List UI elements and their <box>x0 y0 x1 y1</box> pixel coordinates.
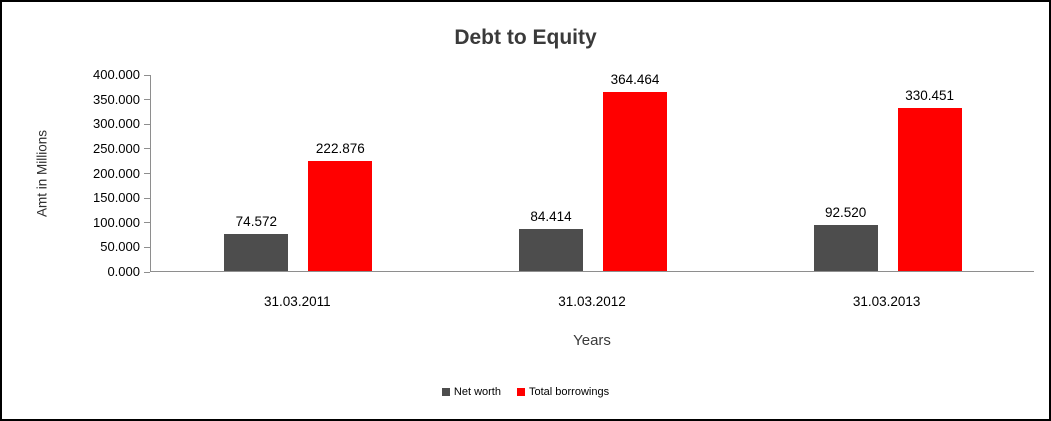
legend-item: Net worth <box>441 386 501 398</box>
bar-net-worth <box>813 225 878 271</box>
legend-label: Net worth <box>453 386 501 398</box>
bar-net-worth <box>519 229 583 271</box>
x-category-label: 31.03.2011 <box>264 294 331 309</box>
y-axis-title: Amt in Millions <box>34 129 50 218</box>
y-tick-mark <box>144 246 150 248</box>
data-label: 364.464 <box>610 71 660 87</box>
legend-swatch <box>516 388 525 396</box>
data-label: 330.451 <box>905 88 955 104</box>
y-tick-label: 200.000 <box>93 165 140 181</box>
data-label: 84.414 <box>530 209 572 225</box>
x-axis-title: Years <box>573 332 611 349</box>
y-tick-label: 250.000 <box>93 140 140 156</box>
bar-total-borrowings <box>308 161 373 271</box>
legend-label: Total borrowings <box>528 386 610 398</box>
legend: Net worth Total borrowings <box>2 386 1049 398</box>
y-tick-label: 100.000 <box>93 214 140 230</box>
bar-net-worth <box>224 234 289 271</box>
chart-title: Debt to Equity <box>454 26 597 49</box>
y-tick-mark <box>144 222 150 224</box>
y-tick-mark <box>144 74 150 76</box>
legend-swatch <box>441 388 450 396</box>
y-tick-mark <box>144 173 150 174</box>
y-tick-label: 50.000 <box>100 239 140 255</box>
y-tick-label: 0.000 <box>107 264 140 279</box>
y-tick-label: 150.000 <box>93 190 140 206</box>
data-label: 222.876 <box>315 141 365 157</box>
y-tick-mark <box>144 99 150 101</box>
bar-total-borrowings <box>603 91 667 271</box>
data-label: 92.520 <box>825 205 867 221</box>
bar-total-borrowings <box>897 108 962 271</box>
x-category-label: 31.03.2013 <box>852 294 921 309</box>
y-tick-mark <box>144 148 150 150</box>
y-axis-tick-labels: 400.000 350.000 300.000 250.000 200.000 150.0… <box>52 67 140 279</box>
legend-item: Total borrowings <box>516 386 610 398</box>
x-category-label: 31.03.2012 <box>558 294 626 309</box>
data-label: 74.572 <box>235 214 277 230</box>
y-tick-label: 300.000 <box>93 116 140 132</box>
y-tick-mark <box>144 197 150 199</box>
y-tick-label: 400.000 <box>93 67 140 82</box>
y-tick-mark <box>144 271 150 273</box>
x-axis-category-labels: 31.03.2011 31.03.2012 31.03.2013 <box>150 294 1034 314</box>
y-tick-mark <box>144 123 150 125</box>
y-tick-label: 350.000 <box>93 91 140 107</box>
plot-area: 74.572 222.876 84.414 364.464 92.520 330.451 <box>144 71 1034 273</box>
